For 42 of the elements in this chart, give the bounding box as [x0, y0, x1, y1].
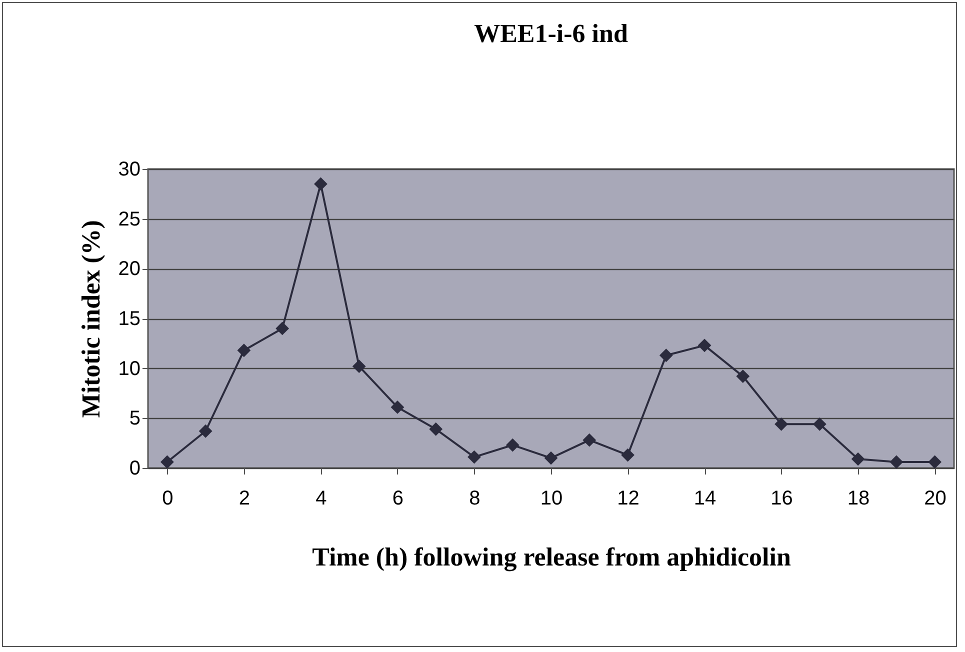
point: [314, 177, 328, 191]
y-axis-title: Mitotic index (%): [76, 220, 106, 418]
point: [160, 455, 174, 469]
x-tick-label: 0: [162, 488, 174, 510]
y-tick-label: 15: [118, 308, 140, 330]
point: [698, 338, 712, 352]
point: [544, 451, 558, 465]
point: [429, 422, 443, 436]
point: [237, 344, 251, 358]
point: [659, 348, 673, 362]
y-tick-label: 10: [118, 358, 140, 380]
point: [276, 322, 290, 336]
point: [390, 400, 404, 414]
y-tick-label: 25: [118, 208, 140, 230]
x-tick-label: 16: [770, 488, 793, 510]
point: [851, 452, 865, 466]
y-tick-label: 20: [118, 258, 140, 280]
point: [468, 450, 481, 464]
point: [774, 417, 788, 431]
point: [506, 438, 520, 452]
x-tick-label: 8: [469, 488, 480, 510]
point: [812, 417, 826, 431]
point: [582, 433, 596, 447]
x-tick-label: 20: [924, 488, 946, 510]
x-axis-title: Time (h) following release from aphidicolin: [312, 542, 792, 572]
x-tick-label: 4: [316, 488, 327, 510]
chart-title: WEE1-i-6 ind: [474, 19, 628, 48]
x-tick-label: 10: [540, 488, 563, 510]
y-tick-label: 30: [118, 158, 140, 180]
x-tick-label: 18: [847, 488, 870, 510]
point: [928, 455, 942, 469]
point: [198, 424, 212, 438]
point: [736, 370, 750, 384]
x-tick-label: 2: [238, 488, 250, 510]
point: [621, 448, 634, 462]
y-tick-label: 5: [129, 408, 140, 430]
x-tick-label: 6: [392, 488, 404, 510]
y-tick-label: 0: [129, 458, 140, 480]
point: [352, 360, 366, 374]
x-tick-label: 14: [694, 488, 716, 510]
point: [890, 455, 904, 469]
x-tick-label: 12: [617, 488, 640, 510]
